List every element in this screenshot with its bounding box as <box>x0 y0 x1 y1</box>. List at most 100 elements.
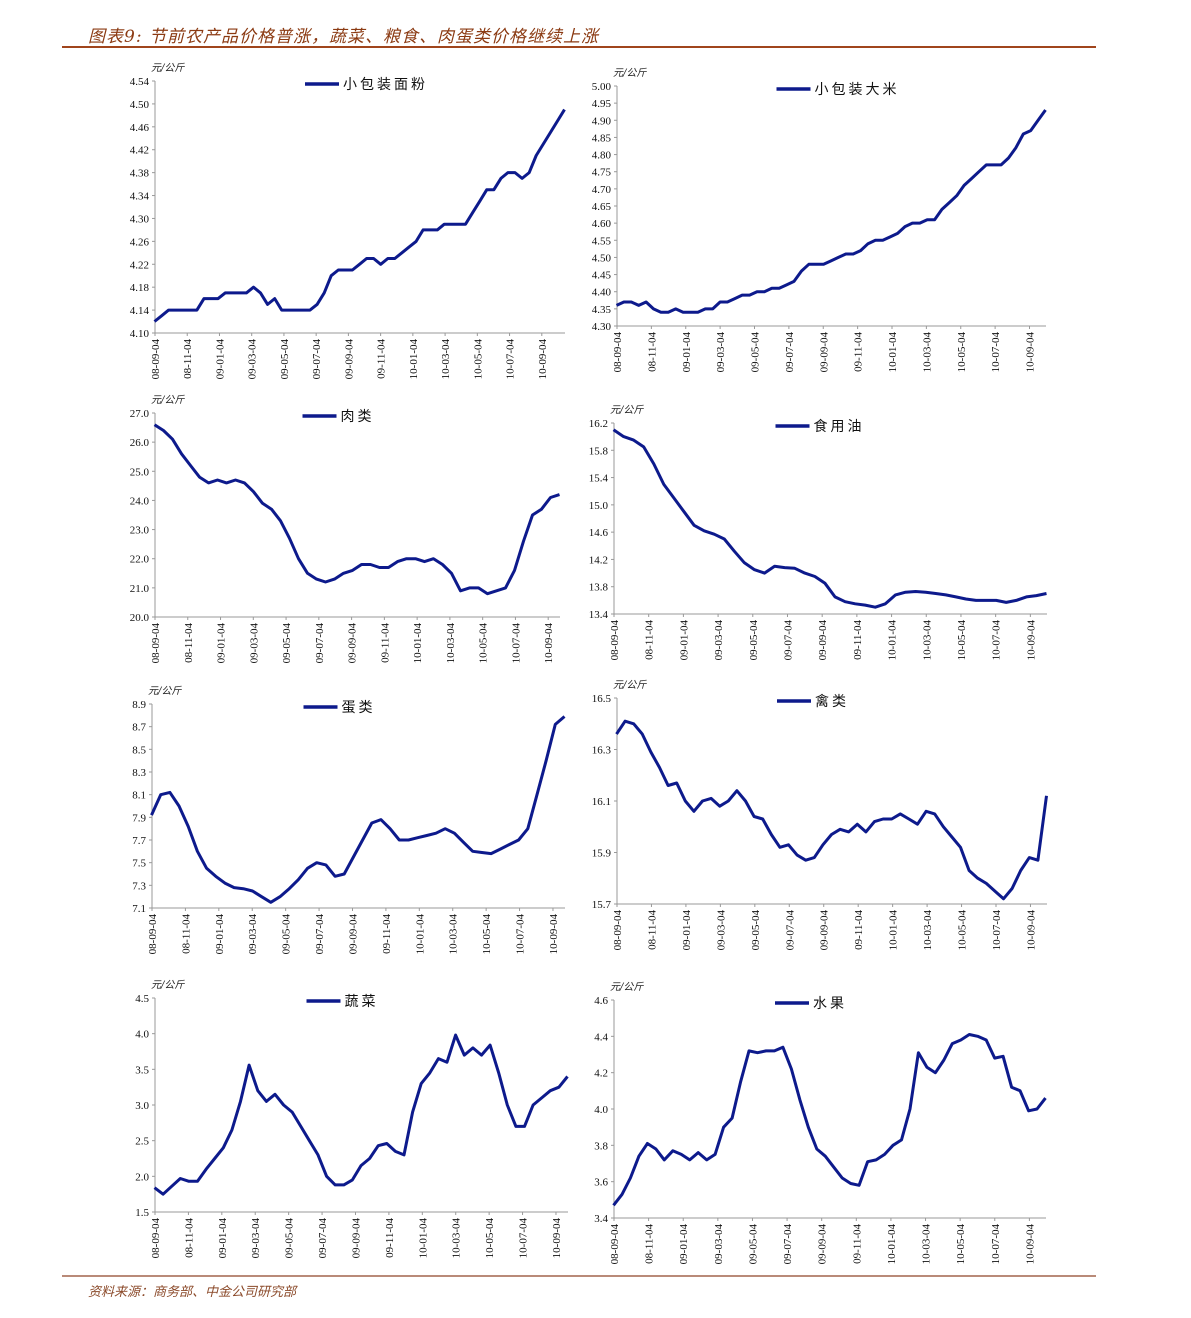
x-tick-label: 09-03-04 <box>247 339 259 380</box>
y-tick-label: 14.6 <box>589 527 609 539</box>
x-tick-label: 09-05-04 <box>750 332 762 373</box>
x-tick-label: 10-05-04 <box>956 332 968 373</box>
y-tick-label: 7.5 <box>132 858 146 870</box>
legend-label: 肉类 <box>341 409 375 425</box>
y-tick-label: 8.3 <box>132 767 146 779</box>
x-tick-label: 09-09-04 <box>350 1218 362 1259</box>
x-tick-label: 10-03-04 <box>451 1218 463 1259</box>
x-tick-label: 09-09-04 <box>817 1224 829 1265</box>
line-chart-0: 4.10 4.14 4.18 4.22 4.26 4.30 4.34 4.38 4.42 4.46… <box>130 62 566 380</box>
legend-label: 水果 <box>813 996 847 1012</box>
series-line <box>615 719 1048 901</box>
unit-label: 元/公斤 <box>613 67 647 79</box>
y-tick-label: 20.0 <box>130 612 150 624</box>
series-line <box>612 1033 1047 1207</box>
unit-label: 元/公斤 <box>151 62 185 74</box>
x-tick-label: 08-11-04 <box>644 1224 656 1264</box>
y-tick-label: 25.0 <box>130 466 150 478</box>
x-tick-label: 09-01-04 <box>678 620 690 661</box>
y-tick-label: 15.9 <box>592 848 612 860</box>
x-tick-label: 08-09-04 <box>612 910 624 951</box>
y-tick-label: 3.8 <box>594 1140 608 1152</box>
y-tick-label: 4.90 <box>592 115 612 127</box>
x-tick-label: 09-01-04 <box>214 339 226 380</box>
y-tick-label: 14.2 <box>589 554 608 566</box>
y-tick-label: 4.60 <box>592 218 612 230</box>
unit-label: 元/公斤 <box>151 394 185 406</box>
x-tick-label: 08-11-04 <box>183 623 195 663</box>
x-tick-label: 09-07-04 <box>784 910 796 951</box>
y-tick-label: 4.34 <box>130 191 150 203</box>
y-tick-label: 4.42 <box>130 145 149 157</box>
y-tick-label: 2.5 <box>135 1136 149 1148</box>
y-tick-label: 4.0 <box>135 1029 149 1041</box>
x-tick-label: 08-09-04 <box>147 914 159 955</box>
x-tick-label: 09-05-04 <box>750 910 762 951</box>
y-tick-label: 7.3 <box>132 880 146 892</box>
x-tick-label: 08-11-04 <box>646 332 658 372</box>
x-tick-label: 10-05-04 <box>478 623 490 664</box>
x-tick-label: 10-09-04 <box>551 1218 563 1259</box>
x-tick-label: 09-03-04 <box>713 620 725 661</box>
x-tick-label: 09-01-04 <box>681 332 693 373</box>
series-line <box>615 109 1047 314</box>
y-tick-label: 5.00 <box>592 81 612 93</box>
y-tick-label: 7.9 <box>132 812 146 824</box>
y-tick-label: 16.1 <box>592 796 611 808</box>
x-tick-label: 10-09-04 <box>1025 332 1037 373</box>
x-tick-label: 09-05-04 <box>281 623 293 664</box>
line-chart-6: 1.5 2.0 2.5 3.0 3.5 4.0 4.5 08-09-04 08-11-04 09-… <box>135 979 569 1259</box>
x-tick-label: 10-01-04 <box>888 910 900 951</box>
x-tick-label: 09-03-04 <box>247 914 259 955</box>
x-tick-label: 08-11-04 <box>646 910 658 950</box>
x-tick-label: 08-11-04 <box>183 1218 195 1258</box>
x-tick-label: 09-07-04 <box>782 620 794 661</box>
y-tick-label: 3.6 <box>594 1177 608 1189</box>
x-tick-label: 09-01-04 <box>214 914 226 955</box>
y-tick-label: 4.40 <box>592 287 612 299</box>
x-tick-label: 10-09-04 <box>1025 910 1037 951</box>
x-tick-label: 09-11-04 <box>851 1224 863 1264</box>
x-tick-label: 10-03-04 <box>922 910 934 951</box>
x-tick-label: 10-01-04 <box>408 339 420 380</box>
x-tick-label: 09-09-04 <box>818 332 830 373</box>
series-line <box>150 715 566 904</box>
x-tick-label: 10-07-04 <box>991 910 1003 951</box>
series-line <box>612 428 1047 609</box>
unit-label: 元/公斤 <box>148 685 182 697</box>
y-tick-label: 27.0 <box>130 408 150 420</box>
x-tick-label: 09-07-04 <box>317 1218 329 1259</box>
x-tick-label: 10-09-04 <box>537 339 549 380</box>
y-tick-label: 16.2 <box>589 418 608 430</box>
x-tick-label: 10-03-04 <box>921 1224 933 1265</box>
x-tick-label: 10-09-04 <box>1024 1224 1036 1265</box>
y-tick-label: 4.10 <box>130 328 150 340</box>
x-tick-label: 10-05-04 <box>472 339 484 380</box>
x-tick-label: 09-01-04 <box>678 1224 690 1265</box>
y-tick-label: 4.18 <box>130 282 150 294</box>
figure-title: 图表9: 节前农产品价格普涨，蔬菜、粮食、肉蛋类价格继续上涨 <box>88 27 599 47</box>
source-note: 资料来源：商务部、中金公司研究部 <box>88 1285 297 1300</box>
x-tick-label: 09-01-04 <box>216 623 228 664</box>
x-tick-label: 10-07-04 <box>510 623 522 664</box>
legend-label: 小包装面粉 <box>343 77 428 93</box>
x-tick-label: 10-01-04 <box>887 332 899 373</box>
y-tick-label: 4.35 <box>592 304 612 316</box>
series-line <box>153 423 560 596</box>
y-tick-label: 4.26 <box>130 236 150 248</box>
line-chart-1: 4.30 4.35 4.40 4.45 4.50 4.55 4.60 4.65 4.70 4.75… <box>592 67 1047 373</box>
x-tick-label: 10-01-04 <box>412 623 424 664</box>
x-tick-label: 10-05-04 <box>957 910 969 951</box>
y-tick-label: 26.0 <box>130 437 150 449</box>
line-chart-2: 20.0 21.0 22.0 23.0 24.0 25.0 26.0 27.0 08-09-04… <box>130 394 560 663</box>
x-tick-label: 10-09-04 <box>548 914 560 955</box>
y-tick-label: 4.95 <box>592 98 612 110</box>
y-tick-label: 3.5 <box>135 1064 149 1076</box>
x-tick-label: 08-09-04 <box>150 623 162 664</box>
x-tick-label: 08-09-04 <box>609 620 621 661</box>
x-tick-label: 09-09-04 <box>347 914 359 955</box>
y-tick-label: 13.8 <box>589 582 609 594</box>
x-tick-label: 10-01-04 <box>414 914 426 955</box>
footer-rule <box>62 1275 1096 1277</box>
y-tick-label: 4.5 <box>135 993 149 1005</box>
